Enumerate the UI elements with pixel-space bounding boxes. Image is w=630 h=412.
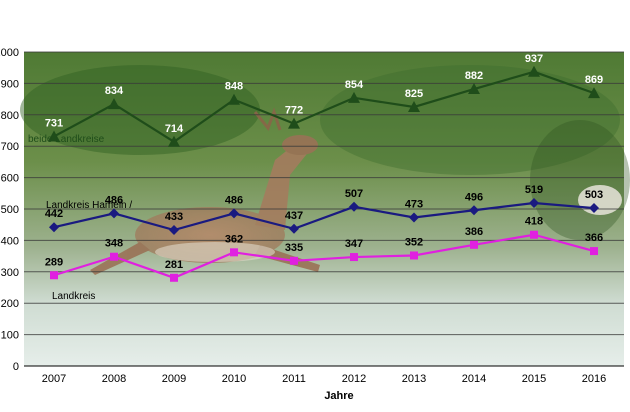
- series-label: Landkreis: [52, 291, 95, 302]
- y-tick-label: 600: [1, 173, 19, 185]
- data-point: [530, 230, 538, 239]
- data-label: 772: [285, 105, 303, 117]
- y-tick-label: 300: [1, 267, 19, 279]
- x-tick-label: 2010: [222, 373, 246, 385]
- series-line: [53, 201, 595, 232]
- data-point: [48, 130, 60, 142]
- data-label: 442: [45, 208, 63, 220]
- data-label: 348: [105, 238, 123, 250]
- x-tick-label: 2007: [42, 373, 66, 385]
- data-point: [410, 251, 418, 260]
- data-point: [288, 117, 300, 129]
- data-point: [108, 98, 120, 110]
- data-label: 882: [465, 70, 483, 82]
- background-foliage: [20, 65, 260, 155]
- x-tick-label: 2012: [342, 373, 366, 385]
- x-tick-label: 2008: [102, 373, 126, 385]
- data-label: 362: [225, 233, 243, 245]
- data-point: [50, 271, 58, 280]
- data-point: [290, 256, 298, 265]
- data-point: [229, 208, 239, 219]
- y-tick-label: 900: [1, 78, 19, 90]
- data-point: [350, 253, 358, 262]
- x-tick-label: 2011: [282, 373, 306, 385]
- series: 289 348 281 362 335 347 352 386 418 366 Landkreis: [45, 216, 603, 302]
- series-line: [53, 233, 595, 279]
- x-axis-title: Jahre: [324, 390, 353, 402]
- data-label: 503: [585, 189, 603, 201]
- data-label: 825: [405, 88, 423, 100]
- data-point: [230, 248, 238, 257]
- data-point: [528, 65, 540, 77]
- data-point: [529, 198, 539, 209]
- data-point: [168, 135, 180, 147]
- data-point: [408, 100, 420, 112]
- data-point: [170, 273, 178, 282]
- data-label: 869: [585, 74, 603, 86]
- background-foliage: [530, 120, 630, 240]
- x-tick-label: 2014: [462, 373, 486, 385]
- data-point: [349, 201, 359, 212]
- data-point: [289, 223, 299, 234]
- gridlines: [24, 51, 624, 367]
- data-label: 834: [105, 85, 124, 97]
- data-point: [468, 83, 480, 95]
- y-tick-label: 700: [1, 141, 19, 153]
- data-label: 486: [225, 194, 243, 206]
- y-tick-label: 0: [13, 361, 19, 373]
- y-axis-ticks: 0 100 200 300 400 500 600 700 800 900 1000: [0, 47, 19, 373]
- x-axis-ticks: 2007 2008 2009 2010 2011 2012 2013 2014 2015 2016: [24, 365, 624, 385]
- x-tick-label: 2015: [522, 373, 546, 385]
- data-point: [348, 91, 360, 103]
- data-label: 731: [45, 117, 63, 129]
- data-label: 714: [165, 123, 184, 135]
- data-point: [49, 222, 59, 233]
- data-point: [228, 93, 240, 105]
- data-point: [588, 87, 600, 99]
- data-label: 486: [105, 194, 123, 206]
- data-label: 433: [165, 211, 183, 223]
- data-point: [589, 203, 599, 214]
- data-point: [169, 225, 179, 236]
- data-label: 335: [285, 242, 303, 254]
- series-label: beide Landkreise: [28, 134, 105, 145]
- x-tick-label: 2016: [582, 373, 606, 385]
- data-label: 519: [525, 184, 543, 196]
- data-point: [469, 205, 479, 216]
- data-label: 848: [225, 81, 243, 93]
- y-tick-label: 1000: [0, 47, 19, 59]
- y-tick-label: 400: [1, 235, 19, 247]
- y-tick-label: 200: [1, 298, 19, 310]
- data-label: 281: [165, 259, 183, 271]
- data-label: 937: [525, 53, 543, 65]
- series-line: [53, 70, 595, 144]
- data-point: [409, 212, 419, 223]
- data-point: [110, 252, 118, 261]
- series: 442 486 433 486 437 507 473 496 519 503 Landkreis …: [45, 184, 603, 236]
- y-tick-label: 500: [1, 204, 19, 216]
- series-group: 731 834 714 848 772 854 825 882 937 869 beide Land…: [28, 53, 603, 302]
- data-point: [470, 240, 478, 249]
- data-label: 854: [345, 79, 364, 91]
- x-tick-label: 2013: [402, 373, 426, 385]
- data-label: 347: [345, 238, 363, 250]
- data-label: 366: [585, 232, 603, 244]
- data-label: 418: [525, 216, 543, 228]
- data-label: 352: [405, 236, 423, 248]
- series: 731 834 714 848 772 854 825 882 937 869 beide Land…: [28, 53, 603, 147]
- data-point: [109, 208, 119, 219]
- data-label: 473: [405, 198, 423, 210]
- data-label: 496: [465, 191, 483, 203]
- data-label: 386: [465, 226, 483, 238]
- data-label: 437: [285, 210, 303, 222]
- background-foliage: [320, 65, 620, 175]
- data-point: [590, 247, 598, 256]
- data-label: 289: [45, 256, 63, 268]
- y-tick-label: 100: [1, 330, 19, 342]
- y-tick-label: 800: [1, 110, 19, 122]
- series-label: Landkreis Hameln /: [46, 200, 132, 211]
- data-label: 507: [345, 188, 363, 200]
- x-tick-label: 2009: [162, 373, 186, 385]
